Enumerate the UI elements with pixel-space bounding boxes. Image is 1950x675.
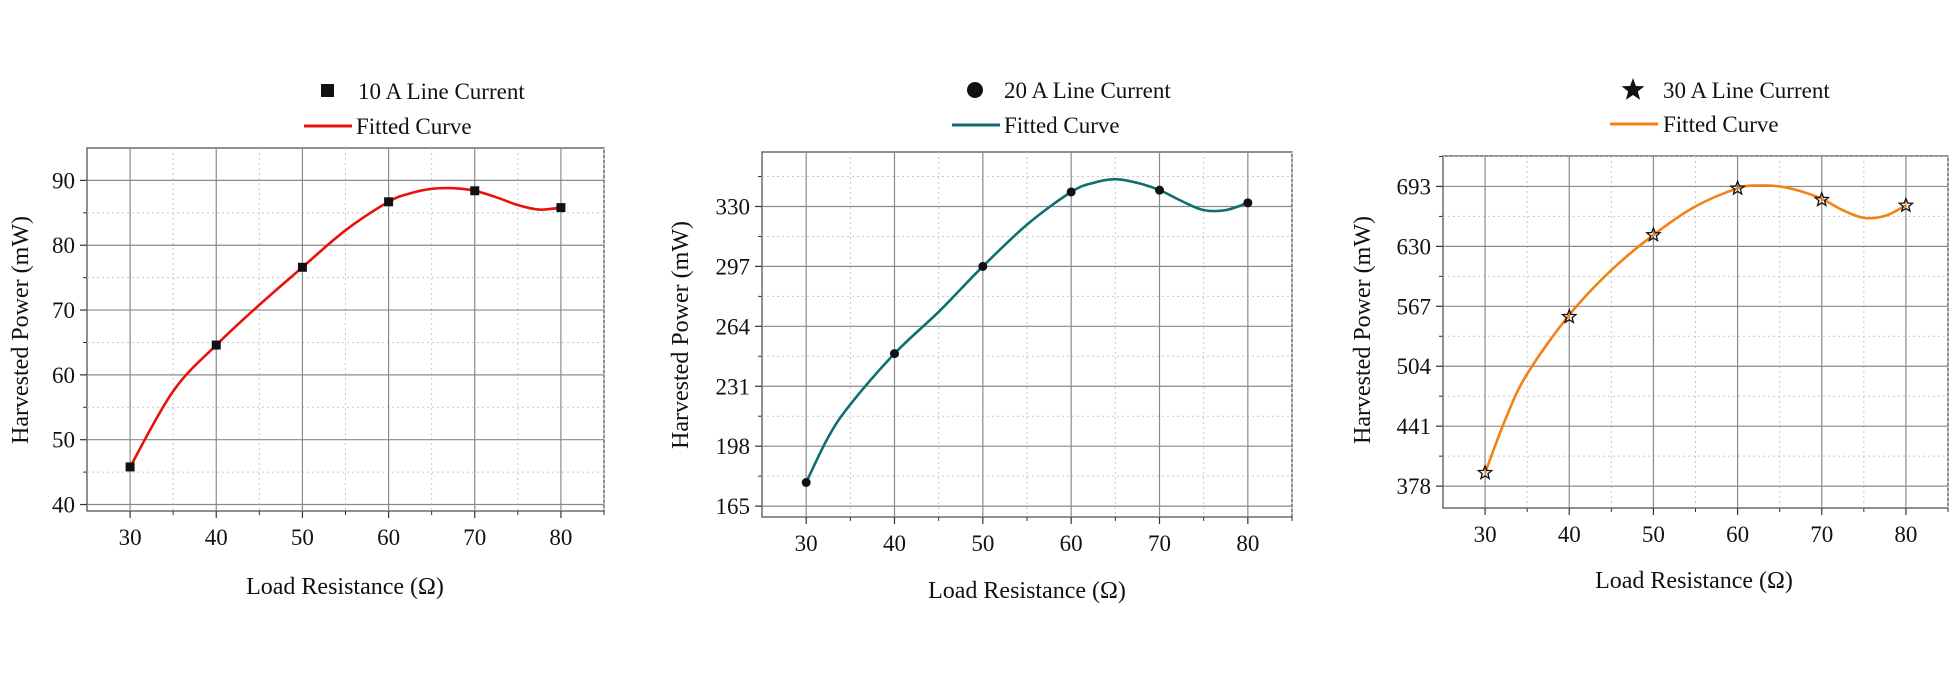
x-tick-label: 70	[1810, 522, 1833, 547]
y-axis-label-3: Harvested Power (mW)	[1350, 216, 1376, 444]
legend-2-fit-label: Fitted Curve	[1004, 113, 1120, 138]
data-point	[1897, 196, 1915, 213]
legend-3-marker	[1621, 78, 1645, 100]
y-axis-label-2: Harvested Power (mW)	[668, 221, 694, 449]
y-tick-label: 567	[1397, 294, 1432, 319]
legend-1-series-label: 10 A Line Current	[358, 79, 525, 104]
data-point	[801, 477, 811, 487]
fitted-curve-3	[1483, 184, 1907, 474]
y-tick-label: 80	[52, 233, 75, 258]
legend-2: 20 A Line Current Fitted Curve	[952, 78, 1171, 138]
x-tick-label: 50	[1642, 522, 1665, 547]
legend-2-series-label: 20 A Line Current	[1004, 78, 1171, 103]
y-tick-label: 330	[716, 194, 751, 219]
data-point	[470, 186, 480, 196]
x-tick-label: 50	[971, 531, 994, 556]
x-tick-label: 40	[205, 525, 228, 550]
x-tick-labels-1: 30 40 50 60 70 80	[119, 525, 573, 550]
y-tick-label: 231	[716, 374, 751, 399]
y-tick-label: 630	[1397, 234, 1432, 259]
y-tick-label: 504	[1397, 354, 1432, 379]
x-tick-label: 30	[795, 531, 818, 556]
y-tick-label: 165	[716, 494, 751, 519]
x-tick-label: 80	[1236, 531, 1259, 556]
y-tick-label: 264	[716, 314, 751, 339]
grid-2	[762, 152, 1293, 517]
grid-1	[87, 148, 605, 511]
x-tick-label: 30	[1474, 522, 1497, 547]
legend-1-marker	[321, 84, 334, 97]
x-tick-labels-2: 30 40 50 60 70 80	[795, 531, 1260, 556]
x-tick-label: 60	[1060, 531, 1083, 556]
markers-1	[125, 186, 566, 472]
x-tick-label: 60	[1726, 522, 1749, 547]
y-tick-label: 693	[1397, 174, 1432, 199]
y-tick-label: 70	[52, 298, 75, 323]
markers-3	[1476, 179, 1915, 480]
y-tick-labels-2: 165 198 231 264 297 330	[716, 194, 751, 519]
data-point	[1645, 226, 1662, 243]
y-tick-label: 441	[1397, 414, 1432, 439]
x-tick-label: 50	[291, 525, 314, 550]
ticks-1	[80, 179, 605, 518]
data-point	[978, 261, 988, 271]
y-tick-labels-3: 378 441 504 567 630 693	[1397, 174, 1432, 499]
data-point	[1560, 307, 1578, 324]
y-tick-label: 60	[52, 363, 75, 388]
y-tick-label: 90	[52, 168, 75, 193]
y-tick-label: 40	[52, 493, 75, 518]
y-tick-label: 378	[1397, 474, 1432, 499]
chart-panel-2: 20 A Line Current Fitted Curve 30 40 50 60 7…	[668, 78, 1293, 604]
data-point	[1066, 187, 1076, 197]
x-tick-labels-3: 30 40 50 60 70 80	[1474, 522, 1918, 547]
x-tick-label: 80	[549, 525, 572, 550]
chart-panel-3: 30 A Line Current Fitted Curve 30 40 50 60 7…	[1350, 78, 1949, 594]
x-tick-label: 80	[1894, 522, 1917, 547]
x-tick-label: 70	[463, 525, 486, 550]
y-axis-label-1: Harvested Power (mW)	[8, 216, 34, 444]
data-point	[1729, 179, 1746, 196]
y-tick-label: 50	[52, 428, 75, 453]
y-tick-label: 198	[716, 434, 751, 459]
markers-2	[801, 185, 1253, 487]
legend-2-marker	[967, 82, 983, 98]
data-point	[1243, 198, 1253, 208]
ticks-2	[755, 176, 1293, 524]
y-tick-label: 297	[716, 254, 751, 279]
legend-3: 30 A Line Current Fitted Curve	[1610, 78, 1830, 137]
x-axis-label-2: Load Resistance (Ω)	[928, 578, 1126, 604]
legend-3-series-label: 30 A Line Current	[1663, 78, 1830, 103]
x-tick-label: 70	[1148, 531, 1171, 556]
grid-3	[1443, 155, 1949, 508]
x-axis-label-1: Load Resistance (Ω)	[246, 574, 444, 600]
data-point	[890, 349, 899, 359]
data-point	[211, 340, 221, 350]
data-point	[384, 197, 394, 207]
x-tick-label: 40	[1558, 522, 1581, 547]
legend-1: 10 A Line Current Fitted Curve	[304, 79, 525, 139]
legend-3-fit-label: Fitted Curve	[1663, 112, 1779, 137]
fitted-curve-2	[805, 177, 1249, 484]
data-point	[125, 462, 135, 472]
data-point	[297, 262, 307, 272]
data-point	[556, 203, 566, 213]
x-axis-label-3: Load Resistance (Ω)	[1595, 568, 1793, 594]
x-tick-label: 30	[119, 525, 142, 550]
x-tick-label: 40	[883, 531, 906, 556]
legend-1-fit-label: Fitted Curve	[356, 114, 472, 139]
chart-panel-1: 10 A Line Current Fitted Curve 30 40 50 60 7…	[8, 79, 605, 600]
data-point	[1476, 463, 1494, 480]
data-point	[1813, 191, 1831, 207]
x-tick-label: 60	[377, 525, 400, 550]
y-tick-labels-1: 40 50 60 70 80 90	[52, 168, 75, 517]
data-point	[1155, 185, 1164, 195]
ticks-3	[1436, 155, 1949, 515]
